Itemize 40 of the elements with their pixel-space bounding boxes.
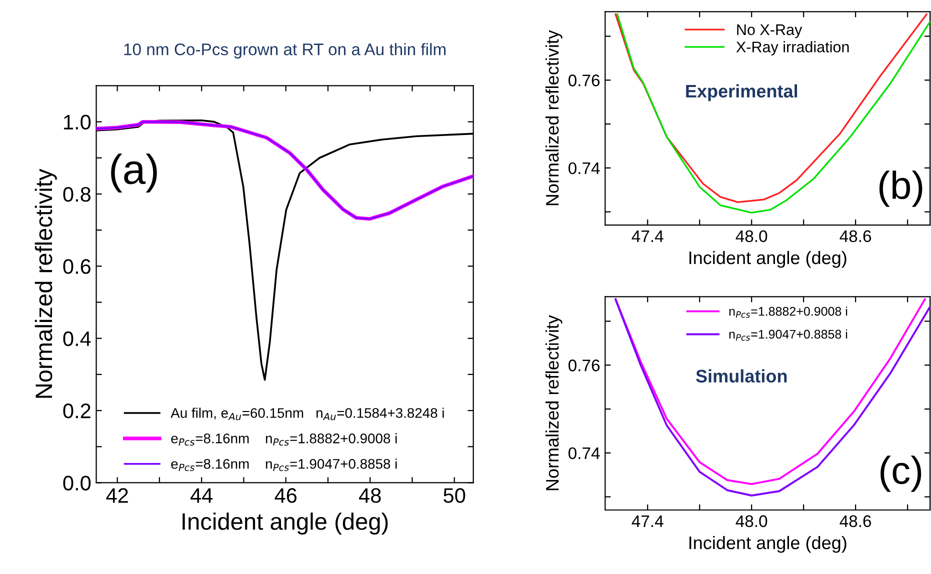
y-tick-label: 0.6 — [63, 259, 90, 274]
legend-label: Au film, e$_{Au}$=60.15nm n$_{Au}$=0.1584+3.8248 i — [170, 408, 444, 420]
y-tick-label: 0.4 — [63, 331, 91, 346]
annotation: (c) — [880, 456, 922, 492]
y-axis-title: Normalized reflectivity — [545, 315, 562, 490]
legend-label: n$_{Pcs}$=1.8882+0.9008 i — [729, 306, 848, 318]
annotation: Experimental — [686, 84, 798, 102]
y-tick-label: 0.2 — [63, 404, 90, 418]
x-tick-label: 42 — [106, 488, 128, 503]
legend-label: No X-Ray — [737, 24, 802, 38]
y-tick-label: 1.0 — [64, 114, 91, 130]
y-axis-title: Normalized reflectivity — [545, 30, 562, 206]
x-tick-label: 48.0 — [736, 230, 768, 242]
y-tick-label: 0.8 — [63, 186, 90, 202]
x-tick-label: 48.0 — [736, 515, 768, 528]
legend-label: X-Ray irradiation — [736, 41, 849, 56]
x-tick-label: 47.4 — [632, 515, 664, 527]
annotation: Simulation — [696, 369, 787, 383]
legend-label: e$_{Pcs}$=8.16nm n$_{Pcs}$=1.9047+0.8858 i — [171, 458, 397, 472]
annotation: (b) — [879, 170, 922, 207]
x-tick-label: 48.6 — [840, 230, 872, 242]
x-tick-label: 48 — [358, 488, 381, 503]
x-tick-label: 50 — [444, 488, 466, 503]
x-axis-title: Incident angle (deg) — [689, 250, 846, 268]
y-axis-title: Normalized reflectivity — [34, 168, 57, 398]
y-tick-label: 0.74 — [568, 447, 600, 460]
legend-label: e$_{Pcs}$=8.16nm n$_{Pcs}$=1.8882+0.9008 i — [171, 433, 397, 446]
chart-title: 10 nm Co-Pcs grown at RT on a Au thin film — [124, 43, 446, 59]
x-tick-label: 48.6 — [840, 515, 872, 528]
x-tick-label: 47.4 — [632, 230, 664, 242]
y-tick-label: 0.0 — [63, 476, 91, 490]
y-tick-label: 0.74 — [568, 162, 600, 174]
x-tick-label: 46 — [274, 488, 297, 503]
x-axis-title: Incident angle (deg) — [689, 536, 846, 553]
x-axis-title: Incident angle (deg) — [182, 512, 388, 535]
y-tick-label: 0.76 — [568, 360, 600, 372]
annotation: (a) — [111, 154, 157, 192]
y-tick-label: 0.76 — [568, 74, 600, 86]
legend-label: n$_{Pcs}$=1.9047+0.8858 i — [729, 329, 848, 341]
x-tick-label: 44 — [190, 488, 213, 503]
